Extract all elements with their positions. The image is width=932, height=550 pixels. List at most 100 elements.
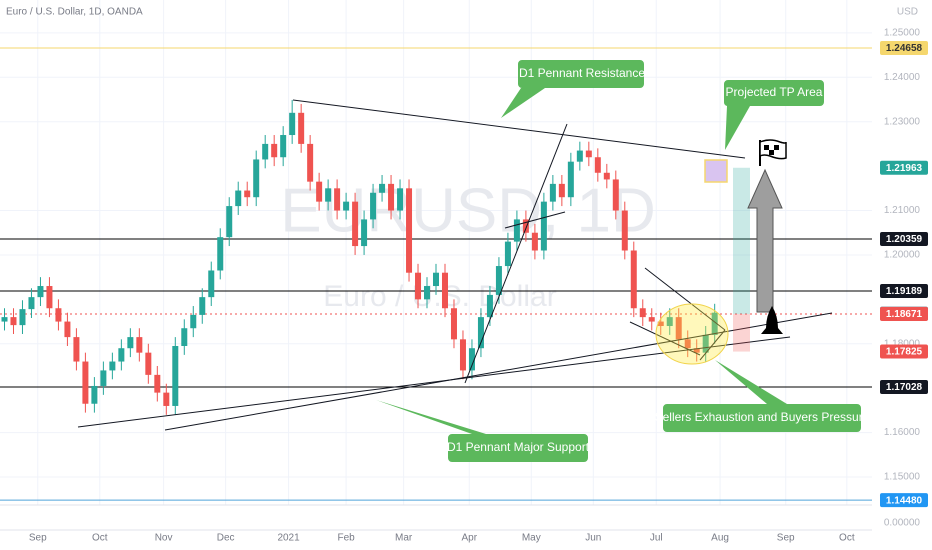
tp-box bbox=[704, 159, 728, 183]
price-badge bbox=[880, 379, 928, 394]
price-badge-label: 1.17028 bbox=[886, 382, 923, 393]
candle-body bbox=[127, 337, 134, 349]
candle-body bbox=[82, 361, 89, 404]
position-profit bbox=[733, 167, 750, 314]
lower-pane-label: 0.00000 bbox=[884, 518, 921, 529]
candle-body bbox=[280, 135, 287, 158]
x-tick-label: Aug bbox=[711, 533, 729, 544]
candle-body bbox=[217, 237, 224, 271]
candle-body bbox=[109, 361, 116, 371]
candle-body bbox=[612, 179, 619, 211]
candle-body bbox=[145, 352, 152, 375]
callouts: D1 Pennant Resistance Projected TP Area … bbox=[376, 60, 870, 462]
candle-body bbox=[459, 339, 466, 371]
candle-body bbox=[666, 317, 673, 327]
rocket bbox=[761, 306, 783, 334]
x-tick-label: 2021 bbox=[277, 533, 300, 544]
x-tick-label: Nov bbox=[155, 533, 173, 544]
y-tick-label: 1.25000 bbox=[884, 28, 921, 39]
x-tick-label: Sep bbox=[29, 533, 47, 544]
candle-body bbox=[424, 286, 431, 300]
candle-body bbox=[28, 297, 35, 310]
y-tick-label: 1.21000 bbox=[884, 205, 921, 216]
candle-body bbox=[711, 312, 718, 335]
price-badge bbox=[880, 160, 928, 175]
candle-body bbox=[495, 266, 502, 295]
candle-body bbox=[684, 339, 691, 349]
x-tick-label: Apr bbox=[461, 533, 477, 544]
candle-body bbox=[415, 272, 422, 300]
candle-body bbox=[19, 309, 26, 326]
position-loss bbox=[733, 313, 750, 352]
candle-body bbox=[100, 370, 107, 386]
x-tick-label: Mar bbox=[395, 533, 413, 544]
price-badge-label: 1.24658 bbox=[886, 43, 923, 54]
candle-body bbox=[630, 250, 637, 309]
x-tick-label: Jun bbox=[585, 533, 601, 544]
candle-body bbox=[10, 317, 17, 326]
candle-body bbox=[468, 348, 475, 371]
candle-body bbox=[271, 143, 278, 158]
callout-text: D1 Pennant Resistance bbox=[519, 66, 645, 80]
flag bbox=[759, 139, 787, 166]
candle-body bbox=[540, 201, 547, 251]
x-tick-label: Oct bbox=[92, 533, 108, 544]
price-badge-label: 1.18671 bbox=[886, 309, 923, 320]
candle-body bbox=[253, 159, 260, 198]
y-tick-label: 1.16000 bbox=[884, 427, 921, 438]
price-badge-label: 1.21963 bbox=[886, 163, 923, 174]
candle-body bbox=[46, 286, 53, 309]
x-tick-label: Feb bbox=[337, 533, 355, 544]
candle-body bbox=[486, 294, 493, 318]
x-tick-label: Oct bbox=[839, 533, 855, 544]
candle-body bbox=[621, 210, 628, 251]
trend-line bbox=[292, 99, 746, 159]
trend-line bbox=[164, 312, 833, 431]
candle-body bbox=[657, 321, 664, 327]
candle-body bbox=[37, 286, 44, 298]
x-tick-label: Dec bbox=[217, 533, 235, 544]
candle-body bbox=[262, 143, 269, 160]
callout-text: D1 Pennant Major Support bbox=[447, 440, 590, 454]
candle-body bbox=[154, 374, 161, 393]
trend-line bbox=[629, 321, 701, 356]
arrow bbox=[747, 168, 783, 313]
y-tick-label: 1.24000 bbox=[884, 72, 921, 83]
candle-body bbox=[64, 321, 71, 338]
trend-line bbox=[464, 123, 568, 384]
callout-box bbox=[663, 360, 861, 432]
candle-body bbox=[441, 272, 448, 309]
highlight-ellipse bbox=[655, 303, 729, 365]
candle-body bbox=[639, 308, 646, 318]
candle-body bbox=[361, 219, 368, 247]
candle-body bbox=[55, 308, 62, 322]
candle-body bbox=[316, 181, 323, 202]
candle-body bbox=[298, 112, 305, 144]
candle-body bbox=[370, 192, 377, 220]
candle-body bbox=[181, 328, 188, 346]
candle-body bbox=[289, 112, 296, 136]
watermark-sub: Euro / U.S. Dollar bbox=[323, 280, 556, 313]
x-tick-label: Sep bbox=[777, 533, 795, 544]
candle-body bbox=[693, 348, 700, 353]
trend-line bbox=[77, 336, 791, 428]
candle-body bbox=[235, 190, 242, 207]
candle-body bbox=[450, 308, 457, 340]
candle-body bbox=[558, 183, 565, 198]
callout-box bbox=[723, 80, 824, 150]
trend-line bbox=[644, 267, 726, 331]
candle-body bbox=[675, 317, 682, 340]
price-badge bbox=[880, 283, 928, 298]
candle-body bbox=[118, 348, 125, 362]
price-badge-label: 1.20359 bbox=[886, 234, 923, 245]
candle-body bbox=[208, 270, 215, 298]
callout-text: Sellers Exhaustion and Buyers Pressure bbox=[655, 410, 870, 424]
candle-body bbox=[136, 337, 143, 353]
candle-body bbox=[594, 157, 601, 173]
candle-body bbox=[343, 201, 350, 211]
position-tool bbox=[733, 167, 750, 352]
callout-box bbox=[376, 400, 588, 462]
candle-body bbox=[702, 334, 709, 353]
candle-body bbox=[244, 190, 251, 198]
